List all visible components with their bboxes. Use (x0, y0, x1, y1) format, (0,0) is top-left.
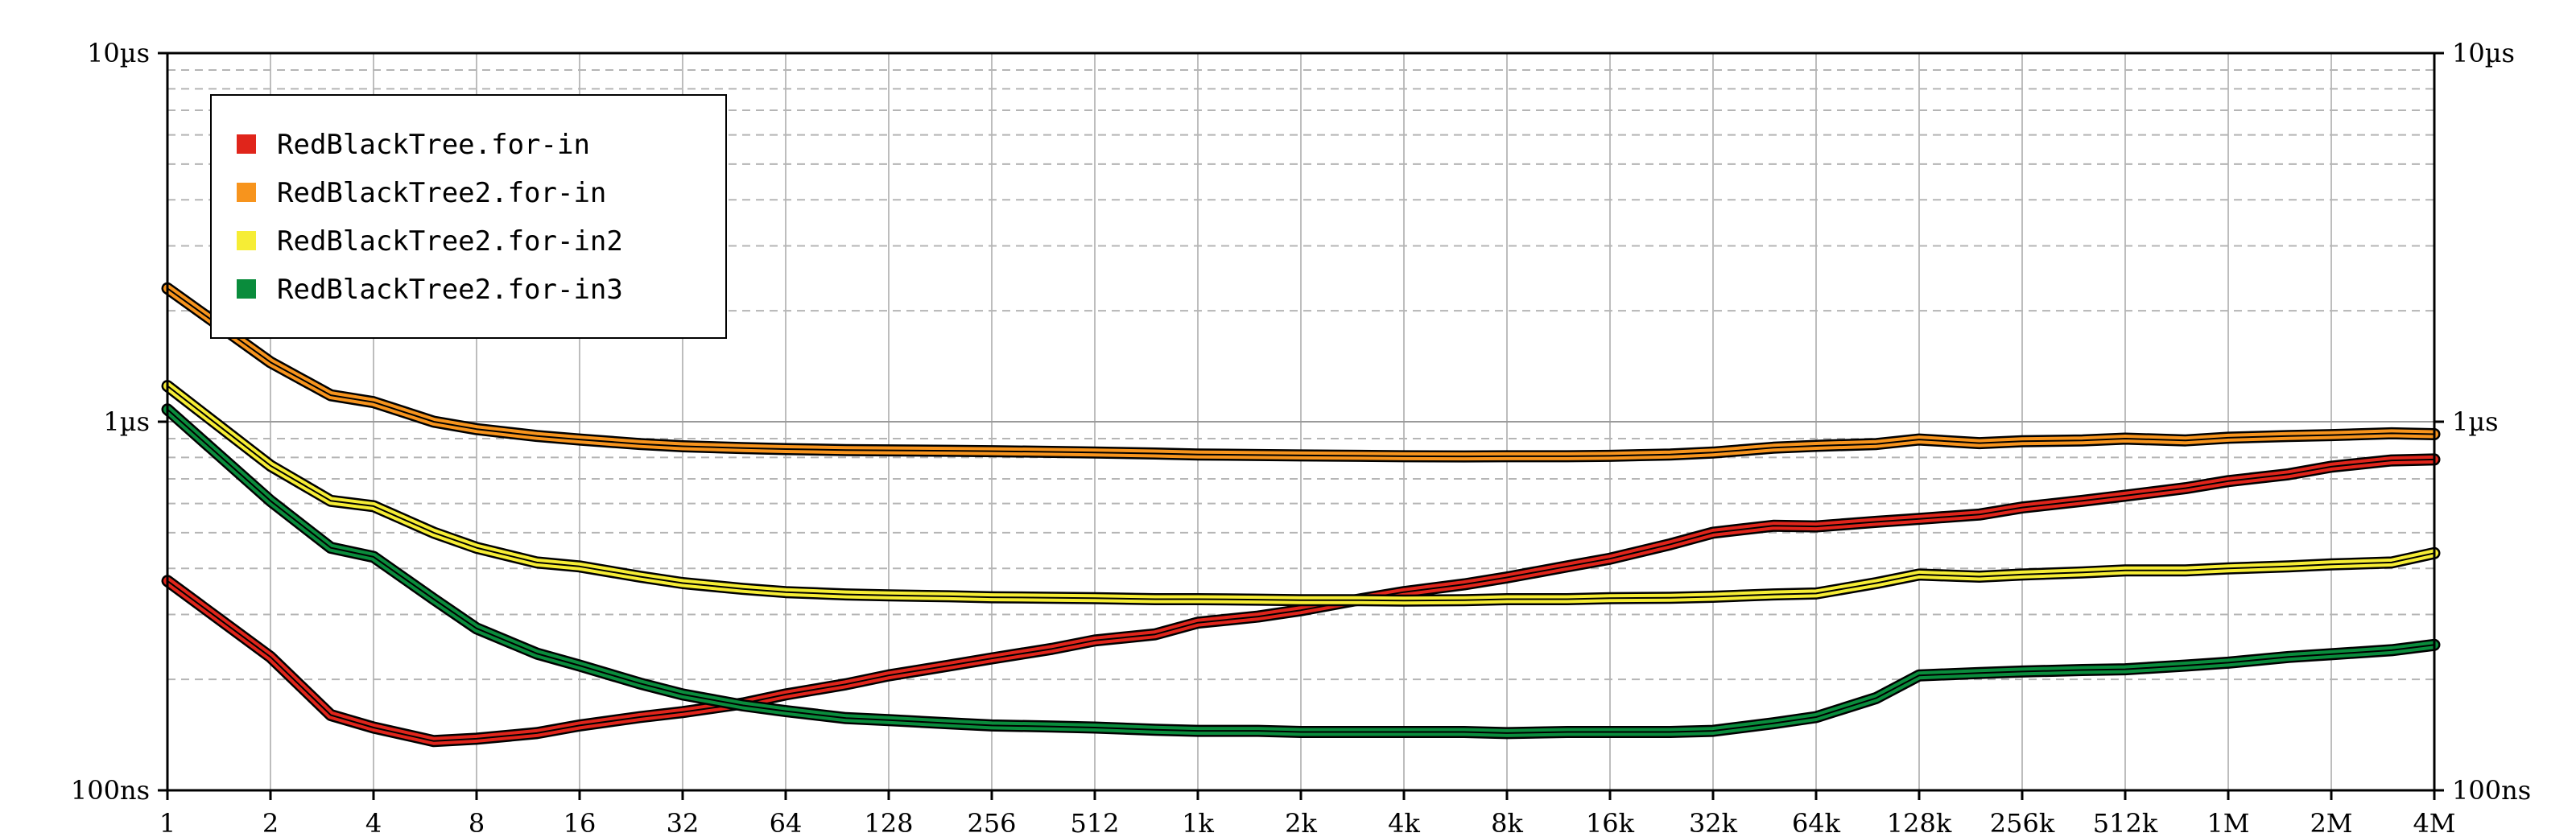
x-tick-label: 4M (2413, 808, 2455, 837)
y-tick-label-left: 100ns (71, 775, 150, 806)
x-tick-label: 4k (1388, 808, 1420, 837)
x-tick-label: 1 (159, 808, 175, 837)
x-tick-label: 256 (967, 808, 1016, 837)
legend-swatch (237, 231, 256, 250)
legend-item: RedBlackTree.for-in (237, 129, 590, 161)
series-line-core (167, 287, 2435, 458)
legend-label: RedBlackTree2.for-in (277, 177, 606, 209)
x-tick-label: 128 (864, 808, 913, 837)
x-tick-label: 1k (1182, 808, 1214, 837)
series-line-core (167, 408, 2435, 734)
x-tick-label: 256k (1990, 808, 2055, 837)
x-tick-label: 4 (365, 808, 382, 837)
x-tick-label: 64 (770, 808, 803, 837)
x-tick-label: 2 (262, 808, 279, 837)
x-tick-label: 512 (1070, 808, 1119, 837)
legend-swatch (237, 279, 256, 299)
series-3 (161, 380, 2441, 607)
legend-label: RedBlackTree2.for-in3 (277, 274, 623, 306)
legend-box (210, 94, 727, 339)
y-tick-label-right: 100ns (2452, 775, 2531, 806)
legend-item: RedBlackTree2.for-in (237, 177, 606, 209)
x-tick-label: 1M (2207, 808, 2249, 837)
legend-item: RedBlackTree2.for-in3 (237, 274, 623, 306)
x-tick-label: 64k (1792, 808, 1841, 837)
x-tick-label: 2k (1285, 808, 1317, 837)
y-tick-label-right: 10µs (2452, 38, 2515, 68)
x-tick-label: 32 (667, 808, 700, 837)
x-tick-label: 128k (1887, 808, 1952, 837)
series-4 (161, 403, 2441, 740)
legend: RedBlackTree.for-in RedBlackTree2.for-in R… (210, 94, 727, 339)
y-tick-label-left: 10µs (87, 38, 150, 68)
y-tick-label-right: 1µs (2452, 406, 2499, 437)
y-tick-label-left: 1µs (103, 406, 150, 437)
x-tick-label: 16k (1586, 808, 1635, 837)
legend-item: RedBlackTree2.for-in2 (237, 225, 623, 258)
x-tick-label: 2M (2310, 808, 2352, 837)
series-layer (161, 282, 2441, 748)
legend-label: RedBlackTree.for-in (277, 129, 590, 161)
series-line-core (167, 385, 2435, 602)
x-tick-label: 8 (469, 808, 485, 837)
x-tick-label: 8k (1491, 808, 1523, 837)
x-tick-label: 16 (564, 808, 597, 837)
x-tick-label: 512k (2093, 808, 2158, 837)
legend-swatch (237, 183, 256, 202)
series-2 (161, 282, 2441, 463)
legend-label: RedBlackTree2.for-in2 (277, 225, 623, 258)
legend-swatch (237, 134, 256, 154)
tick-layer: 1 2 4 8 16 32 64 128 256 512 1k 2k 4k 8k 16k 32k 64k 128k… (71, 38, 2531, 837)
x-tick-label: 32k (1689, 808, 1738, 837)
